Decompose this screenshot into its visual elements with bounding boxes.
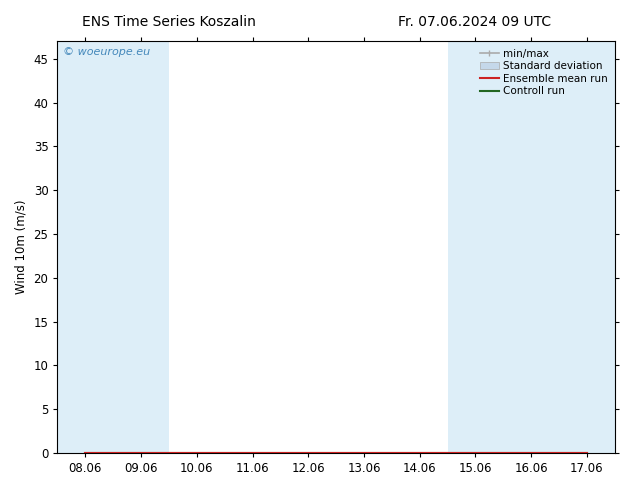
Y-axis label: Wind 10m (m/s): Wind 10m (m/s) [15, 200, 28, 294]
Legend: min/max, Standard deviation, Ensemble mean run, Controll run: min/max, Standard deviation, Ensemble me… [478, 47, 610, 98]
Bar [559, 41, 615, 453]
Bar [503, 41, 559, 453]
Bar [58, 41, 113, 453]
Text: Fr. 07.06.2024 09 UTC: Fr. 07.06.2024 09 UTC [398, 15, 552, 29]
Bar [113, 41, 169, 453]
Text: ENS Time Series Koszalin: ENS Time Series Koszalin [82, 15, 256, 29]
Text: © woeurope.eu: © woeurope.eu [63, 48, 150, 57]
Bar [448, 41, 503, 453]
